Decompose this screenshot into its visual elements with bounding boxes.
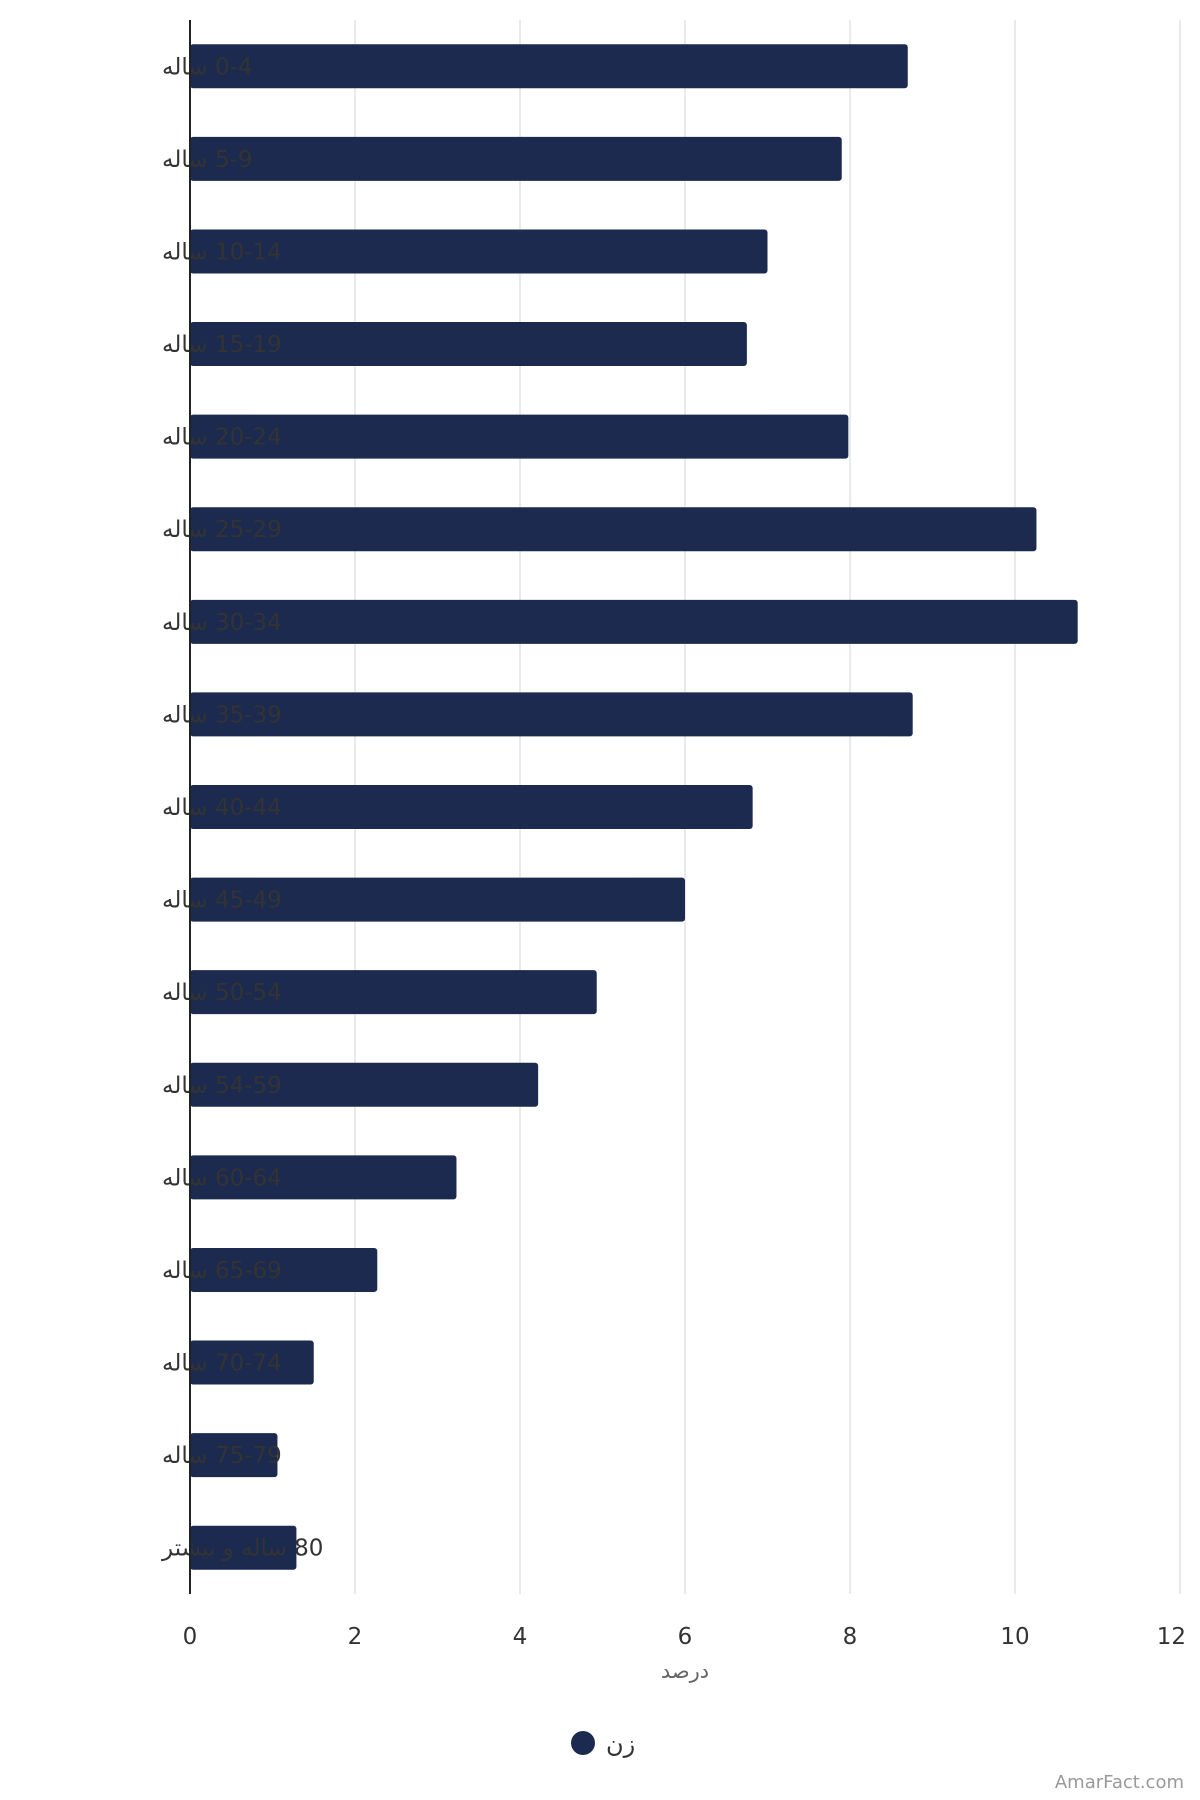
y-tick-label: 5-9 ساله [162,147,253,173]
bar[interactable] [190,1247,378,1292]
y-tick-label: 70-74 ساله [162,1351,282,1377]
y-tick-label: 0-4 ساله [162,54,253,80]
x-tick-label: 2 [348,1624,363,1650]
bar[interactable] [190,322,747,367]
x-axis-title: درصد [661,1659,709,1683]
bar[interactable] [190,785,753,829]
y-tick-label: 40-44 ساله [162,795,282,821]
x-tick-labels: 0 2 4 6 8 10 12 [183,1624,1186,1650]
y-tick-label: 15-19 ساله [162,332,282,358]
x-tick-label: 8 [843,1624,858,1650]
bar[interactable] [190,970,597,1015]
y-tick-label: 35-39 ساله [162,702,282,728]
x-tick-label: 10 [1000,1624,1029,1650]
legend[interactable]: زن [571,1730,635,1758]
x-tick-label: 0 [183,1624,198,1650]
y-tick-label: 80 ساله و بیشتر [161,1536,323,1562]
bar[interactable] [190,877,685,922]
x-tick-label: 6 [678,1624,693,1650]
y-tick-label: 60-64 ساله [162,1165,282,1191]
bar[interactable] [190,1525,297,1570]
y-tick-label: 65-69 ساله [162,1258,282,1284]
y-tick-label: 54-59 ساله [162,1073,282,1099]
y-tick-labels: 0-4 ساله 5-9 ساله 10-14 ساله 15-19 ساله 20-2… [161,54,323,1561]
bar[interactable] [190,507,1037,552]
y-tick-label: 50-54 ساله [162,980,282,1006]
y-tick-label: 45-49 ساله [162,888,282,914]
x-tick-label: 4 [513,1624,528,1650]
y-tick-label: 25-29 ساله [162,517,282,543]
x-tick-label: 12 [1157,1624,1186,1650]
bar[interactable] [190,1155,457,1200]
bar[interactable] [190,136,842,181]
legend-label: زن [606,1730,635,1758]
credit-text[interactable]: AmarFact.com [1055,1772,1184,1793]
bar[interactable] [190,229,768,274]
bar[interactable] [190,1433,278,1478]
y-tick-label: 75-79 ساله [162,1443,282,1469]
bar[interactable] [190,414,849,459]
y-tick-label: 10-14 ساله [162,239,282,265]
bars [190,44,1078,1570]
bar[interactable] [190,692,913,737]
legend-marker-icon [571,1731,595,1755]
bar[interactable] [190,1062,539,1107]
y-tick-label: 30-34 ساله [162,610,282,636]
bar[interactable] [190,599,1078,644]
bar[interactable] [190,44,908,89]
bar[interactable] [190,1340,314,1385]
y-tick-label: 20-24 ساله [162,425,282,451]
